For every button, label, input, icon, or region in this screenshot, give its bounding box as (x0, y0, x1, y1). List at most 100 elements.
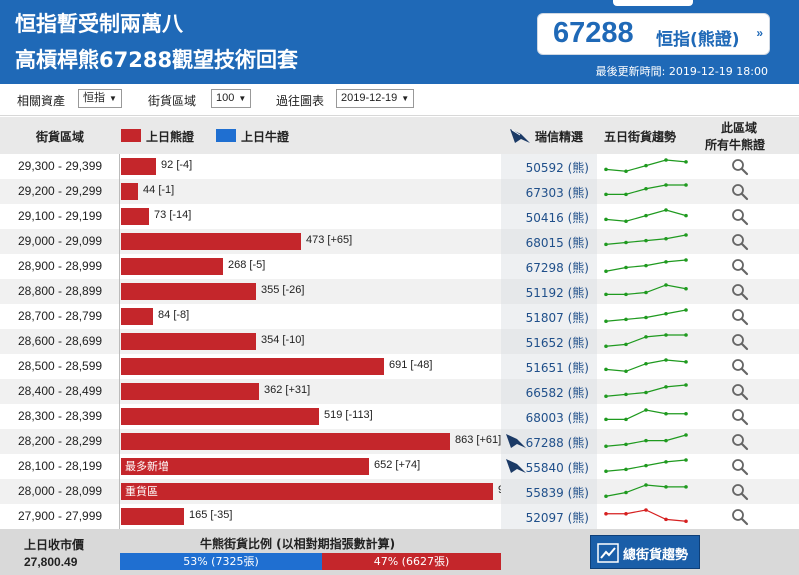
warrant-link[interactable]: 51192 (熊) (525, 286, 589, 300)
filter-bar: 相關資產 恒指 ▼ 街貨區域 100 ▼ 過往圖表 2019-12-19 ▼ (0, 84, 799, 116)
bar-value-label: 165 [-35] (189, 509, 232, 521)
search-icon[interactable] (731, 508, 749, 526)
bar-change: [-5] (249, 259, 266, 271)
search-icon[interactable] (731, 458, 749, 476)
bar-value: 863 (455, 434, 474, 446)
search-icon[interactable] (731, 483, 749, 501)
search-icon[interactable] (731, 408, 749, 426)
warrant-cell: 50416 (熊) (501, 204, 597, 229)
search-icon[interactable] (731, 233, 749, 251)
headline-title: 恒指暫受制兩萬八 (15, 12, 183, 36)
warrant-badge-button[interactable]: 67288 恒指(熊證) » (537, 13, 770, 55)
bear-bar (121, 433, 450, 450)
bar-value: 691 (389, 359, 408, 371)
bull-bear-ratio-bar: 53% (7325張) 47% (6627張) (120, 553, 501, 570)
trend-point (624, 511, 628, 516)
trend-point (684, 458, 688, 462)
bar-value-label: 863 [+61] (455, 434, 501, 446)
total-trend-button[interactable]: 總街貨趨勢 (590, 535, 700, 569)
trend-point (644, 390, 648, 395)
trend-point (604, 494, 608, 499)
bar-value: 44 (143, 184, 156, 196)
search-icon[interactable] (731, 308, 749, 326)
trend-line (605, 384, 687, 397)
warrant-link[interactable]: 50592 (熊) (525, 161, 589, 175)
search-icon[interactable] (731, 258, 749, 276)
trend-line (605, 309, 687, 322)
trend-point (644, 408, 648, 412)
warrant-link[interactable]: 68015 (熊) (525, 236, 589, 250)
warrant-link[interactable]: 51651 (熊) (525, 361, 589, 375)
warrant-link[interactable]: 55839 (熊) (525, 486, 589, 500)
row-range: 28,800 - 28,899 (18, 284, 103, 298)
bear-bar (121, 158, 156, 175)
double-chevron-right-icon: » (756, 26, 763, 40)
bar-change: [-8] (173, 309, 190, 321)
trend-point (664, 411, 668, 416)
col-range: 街貨區域 (36, 130, 85, 144)
trend-point (664, 333, 668, 337)
zone-select[interactable]: 100 ▼ (211, 89, 252, 108)
trend-point (644, 315, 648, 320)
warrant-link[interactable]: 67303 (熊) (525, 186, 589, 200)
trend-point (684, 333, 688, 337)
search-icon[interactable] (731, 158, 749, 176)
trend-point (604, 394, 608, 399)
warrant-cell: 55839 (熊) (501, 479, 597, 504)
bar-value-label: 691 [-48] (389, 359, 432, 371)
trend-point (644, 335, 648, 339)
trend-point (624, 342, 628, 347)
warrant-link[interactable]: 51807 (熊) (525, 311, 589, 325)
warrant-link[interactable]: 50416 (熊) (525, 211, 589, 225)
search-icon[interactable] (731, 208, 749, 226)
trend-point (624, 240, 628, 245)
bear-bar: 重貨區 (121, 483, 493, 500)
total-trend-label: 總街貨趨勢 (623, 548, 689, 563)
prev-close-value: 27,800.49 (24, 555, 78, 569)
bar-value-label: 268 [-5] (228, 259, 265, 271)
trend-point (624, 467, 628, 472)
bull-ratio-segment: 53% (7325張) (120, 553, 322, 570)
warrant-cell: 51651 (熊) (501, 354, 597, 379)
bar-value-label: 473 [+65] (306, 234, 352, 246)
bear-bar: 最多新增 (121, 458, 369, 475)
trend-point (684, 183, 688, 187)
warrant-cell: 50592 (熊) (501, 154, 597, 179)
table-row: 28,800 - 28,899 355 [-26] 51192 (熊) (0, 279, 799, 304)
trend-sparkline (604, 308, 688, 324)
trend-point (664, 517, 668, 522)
trend-point (644, 438, 648, 443)
table-row: 29,100 - 29,199 73 [-14] 50416 (熊) (0, 204, 799, 229)
row-range: 28,300 - 28,399 (18, 409, 103, 423)
bar-value-label: 44 [-1] (143, 184, 174, 196)
trend-line (605, 359, 687, 372)
trend-sparkline (604, 358, 688, 374)
bear-bar (121, 383, 259, 400)
search-icon[interactable] (731, 183, 749, 201)
warrant-link[interactable]: 51652 (熊) (525, 336, 589, 350)
warrant-link[interactable]: 52097 (熊) (525, 511, 589, 525)
asset-select[interactable]: 恒指 ▼ (78, 89, 122, 108)
trend-sparkline (604, 433, 688, 449)
chart-date-select[interactable]: 2019-12-19 ▼ (336, 89, 415, 108)
col-all-line2: 所有牛熊證 (705, 138, 766, 152)
chart-date-label: 過往圖表 (276, 94, 325, 108)
bar-change: [+74] (395, 459, 421, 471)
bar-value: 268 (228, 259, 247, 271)
col-warrant: 瑞信精選 (535, 130, 584, 144)
bar-value: 92 (161, 159, 174, 171)
last-updated: 最後更新時間: 2019-12-19 18:00 (595, 65, 768, 78)
warrant-link[interactable]: 67288 (熊) (525, 436, 589, 450)
search-icon[interactable] (731, 358, 749, 376)
search-icon[interactable] (731, 333, 749, 351)
search-icon[interactable] (731, 433, 749, 451)
warrant-link[interactable]: 68003 (熊) (525, 411, 589, 425)
warrant-link[interactable]: 67298 (熊) (525, 261, 589, 275)
warrant-link[interactable]: 66582 (熊) (525, 386, 589, 400)
search-icon[interactable] (731, 283, 749, 301)
search-icon[interactable] (731, 383, 749, 401)
trend-point (644, 163, 648, 168)
warrant-link[interactable]: 55840 (熊) (525, 461, 589, 475)
trend-point (604, 167, 608, 172)
bar-value-label: 73 [-14] (154, 209, 191, 221)
